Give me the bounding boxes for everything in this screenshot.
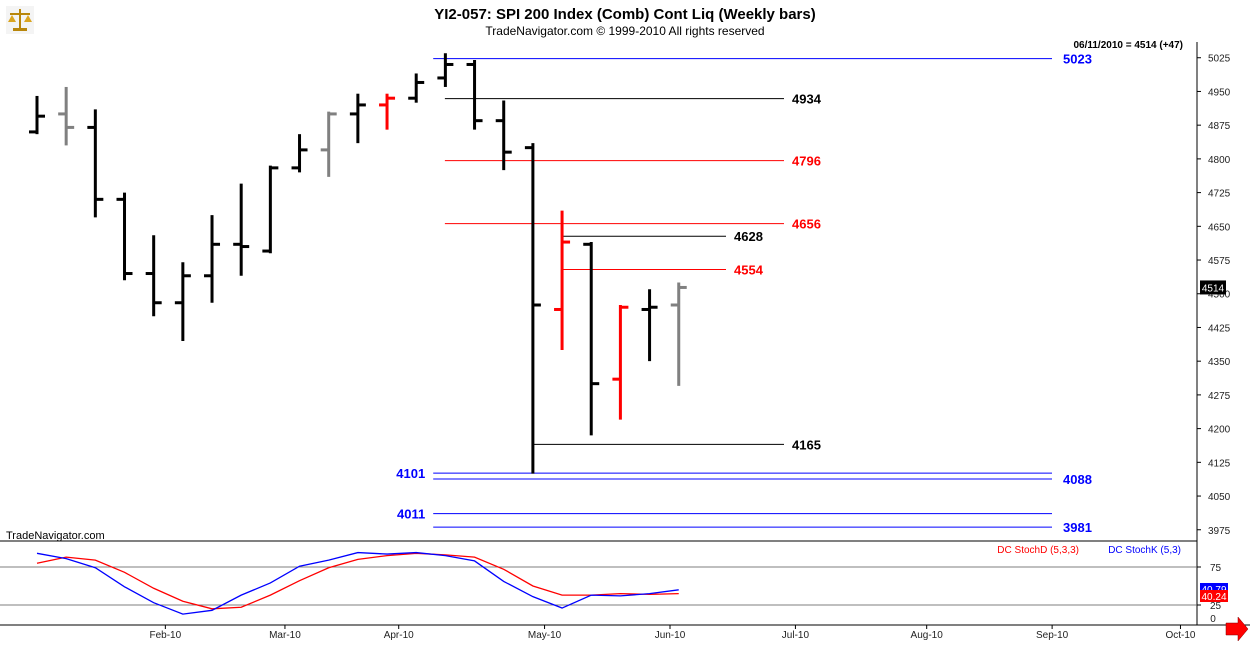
last-price-box (1200, 280, 1226, 295)
ohlc-bar (612, 304, 629, 420)
ohlc-bar (116, 192, 133, 281)
ohlc-bars (29, 53, 687, 474)
ohlc-bar (145, 235, 162, 317)
level-label-4088: 4088 (1063, 472, 1092, 487)
ohlc-bar (174, 262, 191, 341)
price-tick-label: 4800 (1208, 155, 1231, 166)
price-axis: 3975 4050 4125 4200 4275 4350 4425 4500 4575 4650… (1197, 54, 1231, 537)
watermark-text: TradeNavigator.com (6, 530, 105, 542)
ohlc-bar (379, 93, 396, 130)
date-tick-label: Oct-10 (1165, 630, 1195, 641)
price-tick-label: 4275 (1208, 391, 1231, 402)
price-tick-label: 4125 (1208, 458, 1231, 469)
stoch-legend-k: DC StochK (5,3) (1108, 545, 1181, 556)
price-tick-label: 4950 (1208, 87, 1231, 98)
ohlc-bar (291, 134, 308, 173)
stoch-readout-box (1200, 590, 1228, 602)
stoch-k-line (36, 551, 679, 615)
support-resistance-levels: 5023 4934 4796 4656 4628 4554 4165 4101 4088 4011… (396, 52, 1092, 535)
ohlc-bar (87, 109, 104, 218)
ohlc-bar (204, 215, 221, 303)
stoch-legend-d: DC StochD (5,3,3) (997, 545, 1079, 556)
level-label-4011: 4011 (397, 507, 425, 522)
price-tick-label: 3975 (1208, 526, 1231, 537)
price-tick-label: 4650 (1208, 222, 1231, 233)
stoch-readout-label: 40.24 (1201, 592, 1226, 603)
date-tick-label: Mar-10 (269, 630, 301, 641)
price-tick-label: 4500 (1208, 290, 1231, 301)
stoch-zero-label: 0 (1210, 614, 1216, 625)
level-label-4101: 4101 (396, 466, 425, 481)
price-tick-label: 4350 (1208, 357, 1231, 368)
price-tick-label: 4200 (1208, 425, 1231, 436)
scroll-right-arrow-icon[interactable] (1225, 616, 1249, 642)
date-tick-label: Feb-10 (150, 630, 182, 641)
last-price-readout: 06/11/2010 = 4514 (+47) (1073, 40, 1183, 51)
ohlc-bar (670, 282, 687, 386)
price-tick-label: 4575 (1208, 256, 1231, 267)
date-tick-label: Jul-10 (782, 630, 810, 641)
stoch-d-line (36, 552, 679, 610)
logo-icon (6, 6, 34, 34)
date-tick-label: May-10 (528, 630, 562, 641)
price-tick-label: 4725 (1208, 189, 1231, 200)
level-label-4656: 4656 (792, 217, 821, 232)
ohlc-bar (466, 59, 483, 130)
ohlc-bar (554, 210, 571, 350)
ohlc-bar (495, 100, 512, 171)
level-label-4796: 4796 (792, 154, 821, 169)
date-axis: Feb-10 Mar-10 Apr-10 May-10 Jun-10 Jul-10 Aug-… (150, 614, 1217, 641)
date-tick-label: Aug-10 (911, 630, 944, 641)
price-tick-label: 4425 (1208, 323, 1231, 334)
ohlc-bar (320, 111, 337, 177)
level-label-5023: 5023 (1063, 52, 1092, 67)
last-price-label: 4514 (1202, 283, 1225, 294)
level-label-4554: 4554 (734, 262, 764, 277)
level-label-3981: 3981 (1063, 520, 1092, 535)
level-label-4165: 4165 (792, 437, 821, 452)
price-tick-label: 5025 (1208, 54, 1231, 65)
date-tick-label: Apr-10 (384, 630, 414, 641)
date-tick-label: Sep-10 (1036, 630, 1069, 641)
price-tick-label: 4050 (1208, 492, 1231, 503)
date-tick-label: Jun-10 (655, 630, 686, 641)
level-label-4628: 4628 (734, 229, 763, 244)
ohlc-bar (262, 165, 279, 254)
ohlc-bar (641, 289, 658, 362)
ohlc-bar (583, 242, 600, 436)
ohlc-bar (437, 53, 454, 87)
ohlc-bar (233, 183, 250, 276)
stoch-tick-label: 75 (1210, 563, 1222, 574)
chart-title: YI2-057: SPI 200 Index (Comb) Cont Liq (… (434, 6, 815, 23)
ohlc-bar (349, 93, 366, 144)
stoch-tick-label: 25 (1210, 601, 1222, 612)
price-tick-label: 4875 (1208, 121, 1231, 132)
ohlc-bar (58, 86, 75, 146)
ohlc-bar (408, 73, 425, 103)
ohlc-bar (29, 95, 45, 135)
ohlc-bar (524, 143, 541, 474)
level-label-4934: 4934 (792, 92, 822, 107)
copyright-text: TradeNavigator.com © 1999-2010 All right… (485, 24, 764, 38)
